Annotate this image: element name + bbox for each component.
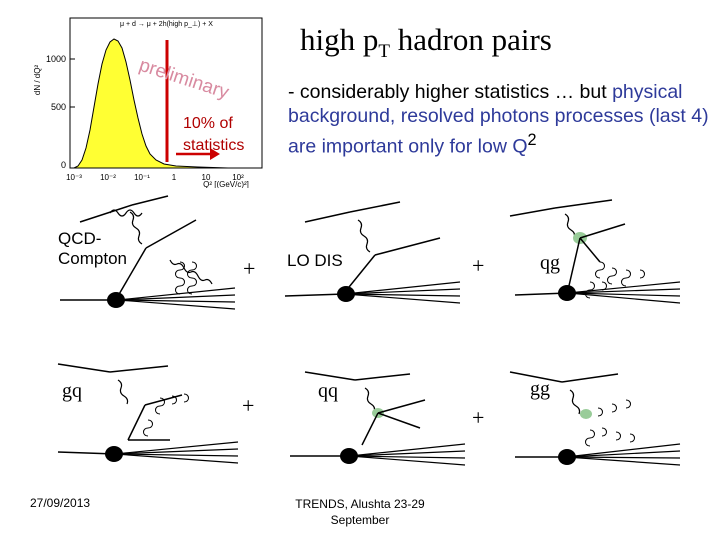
y-tick: 500 [51, 102, 66, 112]
label-qg: qg [540, 252, 560, 274]
y-tick: 0 [61, 160, 66, 170]
plot-legend: μ + d → μ + 2h(high p_⊥) + X [120, 21, 213, 28]
footer-date: 27/09/2013 [30, 496, 91, 510]
x-tick: 1 [172, 173, 177, 182]
diagram-qg [509, 199, 681, 304]
x-tick: 10⁻¹ [134, 173, 150, 182]
label-gq: gq [62, 380, 82, 402]
plus-sign: + [242, 393, 255, 418]
y-tick: 1000 [46, 54, 66, 64]
label-gg: gg [530, 378, 550, 400]
cut-annotation: 10% of statistics [183, 115, 245, 154]
label-qcd-compton: QCD- Compton [58, 229, 127, 268]
plus-sign: + [243, 256, 256, 281]
x-tick: 10² [232, 173, 244, 182]
diagram-qcd-compton [60, 195, 236, 310]
diagram-gg [509, 371, 681, 466]
x-tick: 10 [202, 173, 211, 182]
plus-sign: + [472, 405, 485, 430]
footer-conference: TRENDS, Alushta 23-29 September [295, 497, 425, 527]
label-qq: qq [318, 380, 338, 402]
x-tick: 10⁻² [100, 173, 116, 182]
label-lo-dis: LO DIS [287, 251, 343, 270]
x-axis-label: Q² [(GeV/c)²] [203, 180, 249, 188]
histogram-fill [73, 38, 229, 169]
y-axis-label: dN / dQ² [33, 65, 42, 96]
bullet-text: - considerably higher statistics … but p… [288, 81, 709, 158]
slide-title: high pT hadron pairs [300, 22, 552, 63]
diagram-lo-dis [284, 201, 461, 304]
q2-distribution-plot: preliminary μ + d → μ + 2h(high p_⊥) + X… [28, 12, 268, 188]
diagram-qq [290, 371, 466, 466]
diagram-gq [57, 363, 239, 464]
plus-sign: + [472, 253, 485, 278]
x-tick: 10⁻³ [66, 173, 82, 182]
